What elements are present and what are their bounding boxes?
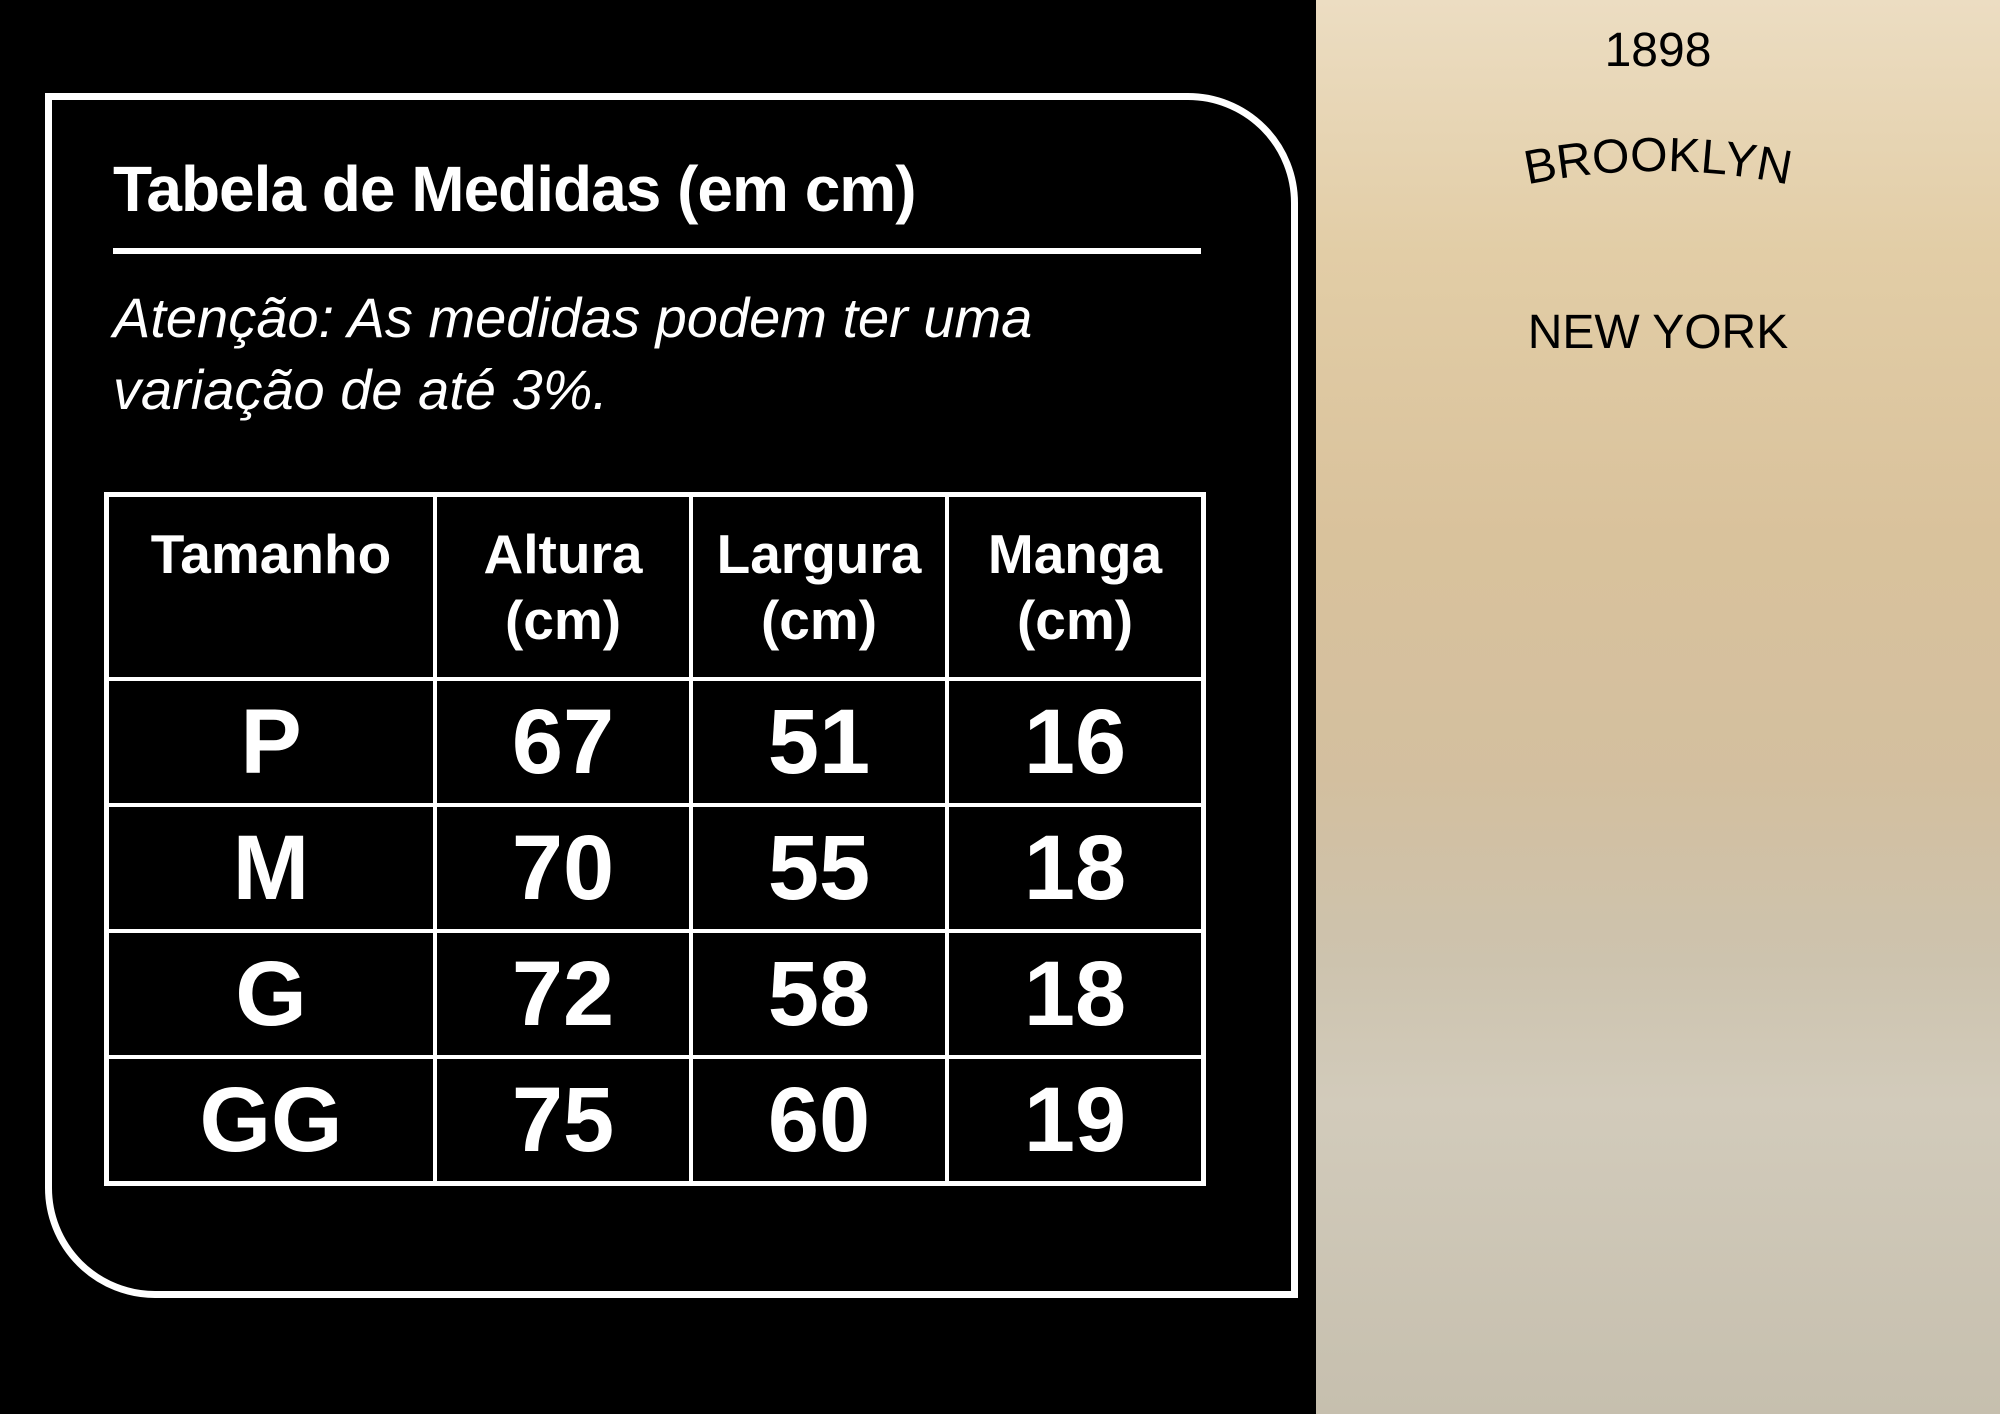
size-chart-panel: Tabela de Medidas (em cm) Atenção: As me…: [45, 93, 1298, 1298]
size-table: Tamanho Altura (cm) Largura (cm) Manga (…: [104, 492, 1206, 1186]
title-underline: [113, 248, 1201, 254]
header-label: Altura: [483, 523, 643, 585]
cell-largura-g: 58: [693, 933, 945, 1055]
model-photo: 1898 BROOKLYN NEW YORK: [1316, 0, 2000, 1414]
note-line-2: variação de até 3%.: [113, 358, 608, 421]
cell-manga-p: 16: [949, 681, 1201, 803]
cell-altura-gg: 75: [437, 1059, 689, 1181]
size-chart-note: Atenção: As medidas podem ter uma variaç…: [113, 282, 1032, 426]
cell-altura-p: 67: [437, 681, 689, 803]
street-background: [1316, 0, 2000, 1414]
header-unit: (cm): [760, 589, 878, 651]
col-header-largura: Largura (cm): [693, 497, 945, 677]
cell-largura-m: 55: [693, 807, 945, 929]
col-header-altura: Altura (cm): [437, 497, 689, 677]
cell-largura-p: 51: [693, 681, 945, 803]
tshirt-brooklyn-text: BROOKLYN: [1520, 129, 1796, 195]
note-line-1: Atenção: As medidas podem ter uma: [113, 286, 1033, 349]
col-header-tamanho: Tamanho: [109, 497, 433, 677]
header-label: Tamanho: [150, 523, 392, 585]
cell-manga-g: 18: [949, 933, 1201, 1055]
tshirt-newyork-text: NEW YORK: [1528, 306, 1788, 359]
tshirt-year-text: 1898: [1605, 24, 1712, 77]
cell-altura-g: 72: [437, 933, 689, 1055]
cell-size-g: G: [109, 933, 433, 1055]
tshirt-graphic: 1898 BROOKLYN NEW YORK: [1520, 24, 1796, 359]
cell-altura-m: 70: [437, 807, 689, 929]
cell-size-p: P: [109, 681, 433, 803]
cell-size-m: M: [109, 807, 433, 929]
cell-size-gg: GG: [109, 1059, 433, 1181]
cell-manga-gg: 19: [949, 1059, 1201, 1181]
cell-manga-m: 18: [949, 807, 1201, 929]
size-chart-title: Tabela de Medidas (em cm): [113, 153, 916, 225]
header-unit: (cm): [504, 589, 622, 651]
header-unit: (cm): [1016, 589, 1134, 651]
col-header-manga: Manga (cm): [949, 497, 1201, 677]
header-label: Manga: [987, 523, 1163, 585]
header-label: Largura: [716, 523, 922, 585]
cell-largura-gg: 60: [693, 1059, 945, 1181]
